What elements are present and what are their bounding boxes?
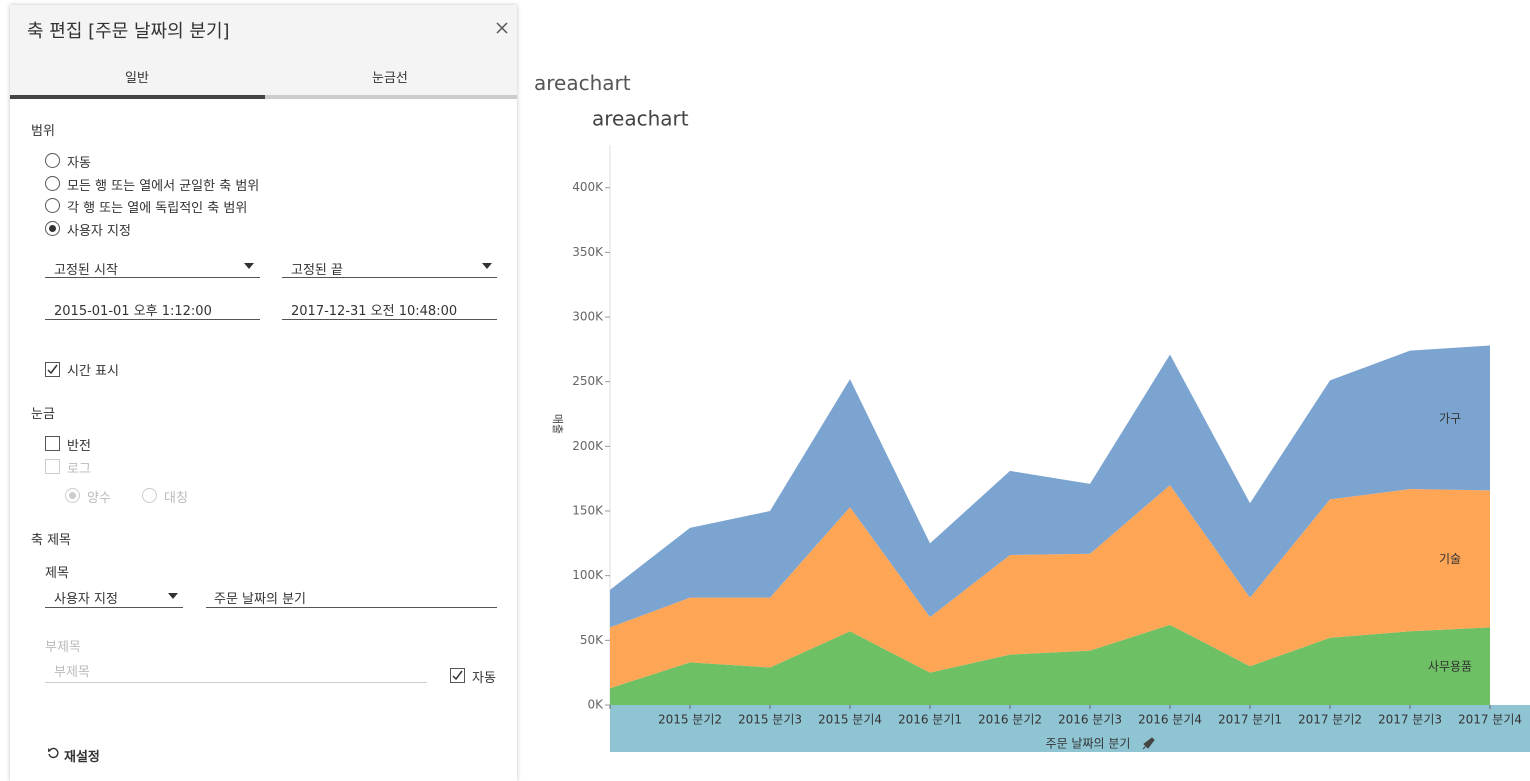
x-axis-band <box>610 705 1530 752</box>
x-tick-label: 2015 분기4 <box>818 713 882 727</box>
x-tick-label: 2015 분기2 <box>658 713 722 727</box>
y-axis-title: 매출 <box>551 414 564 434</box>
radio-selected[interactable] <box>45 221 60 236</box>
y-tick-label: 150K <box>572 504 604 518</box>
x-tick-label: 2016 분기1 <box>898 713 962 727</box>
x-tick-label: 2017 분기2 <box>1298 713 1362 727</box>
y-tick-label: 50K <box>580 633 604 647</box>
radio-label[interactable]: 자동 <box>67 156 91 171</box>
y-tick-label: 250K <box>572 374 604 388</box>
x-tick-label: 2016 분기4 <box>1138 713 1202 727</box>
radio-label[interactable]: 사용자 지정 <box>67 224 131 239</box>
dropdown[interactable] <box>45 255 260 278</box>
x-axis-title: 주문 날짜의 분기 <box>1046 737 1131 751</box>
x-tick-label: 2016 분기3 <box>1058 713 1122 727</box>
checkbox-checked[interactable] <box>450 668 465 683</box>
input-value: 주문 날짜의 분기 <box>214 592 306 607</box>
x-tick-label: 2017 분기1 <box>1218 713 1282 727</box>
text-input <box>45 660 427 683</box>
x-tick-label: 2017 분기3 <box>1378 713 1442 727</box>
checkbox-label[interactable]: 시간 표시 <box>67 364 119 379</box>
dropdown-arrow <box>244 263 254 269</box>
dialog-title: 축 편집 [주문 날짜의 분기] <box>27 21 230 42</box>
radio <box>65 488 80 503</box>
checkbox-label: 로그 <box>67 462 91 477</box>
input-placeholder: 부제목 <box>54 665 90 680</box>
y-tick-label: 350K <box>572 245 604 259</box>
x-tick-label: 2017 분기4 <box>1458 713 1522 727</box>
checkbox[interactable] <box>45 436 60 451</box>
tab-divider <box>265 95 517 99</box>
radio <box>142 488 157 503</box>
text-input[interactable] <box>282 297 497 320</box>
field-label: 제목 <box>45 566 69 581</box>
radio[interactable] <box>45 198 60 213</box>
edit-axis-dialog: 축 편집 [주문 날짜의 분기] 일반 눈금선 범위 자동 모든 행 또는 열에… <box>10 5 517 781</box>
checkbox-checked[interactable] <box>45 362 60 377</box>
dropdown-arrow <box>168 593 178 599</box>
dropdown-value: 고정된 끝 <box>291 263 343 278</box>
radio-label: 양수 <box>87 491 111 506</box>
field-label: 부제목 <box>45 640 81 655</box>
tab-indicator <box>10 95 265 99</box>
dropdown-arrow <box>482 263 492 269</box>
text-input[interactable] <box>45 297 260 320</box>
radio-label: 대칭 <box>164 491 188 506</box>
checkbox-label[interactable]: 반전 <box>67 439 91 454</box>
dropdown[interactable] <box>45 585 183 608</box>
reset-button[interactable]: 재설정 <box>64 750 100 765</box>
radio[interactable] <box>45 153 60 168</box>
input-value: 2015-01-01 오후 1:12:00 <box>54 304 212 319</box>
tab[interactable]: 눈금선 <box>372 71 408 86</box>
close-button[interactable] <box>496 22 508 34</box>
checkbox <box>45 459 60 474</box>
input-value: 2017-12-31 오전 10:48:00 <box>291 304 458 319</box>
pin-icon <box>1142 737 1155 750</box>
tab[interactable]: 일반 <box>125 71 149 86</box>
radio[interactable] <box>45 176 60 191</box>
reset-icon <box>48 747 59 759</box>
y-tick-label: 200K <box>572 439 604 453</box>
y-tick-label: 300K <box>572 310 604 324</box>
area-label: 사무용품 <box>1428 660 1472 674</box>
radio-label[interactable]: 각 행 또는 열에 독립적인 축 범위 <box>67 201 248 216</box>
area-label: 가구 <box>1439 411 1461 425</box>
sheet-name: areachart <box>534 71 631 95</box>
y-tick-label: 400K <box>572 180 604 194</box>
chart-title: areachart <box>592 107 689 131</box>
text-input[interactable] <box>206 585 497 608</box>
x-tick-label: 2015 분기3 <box>738 713 802 727</box>
section-heading: 범위 <box>31 124 55 139</box>
area <box>610 485 1490 689</box>
y-tick-label: 100K <box>572 568 604 582</box>
y-tick-label: 0K <box>587 698 604 712</box>
section-heading: 눈금 <box>31 407 55 422</box>
checkbox-label[interactable]: 자동 <box>472 671 496 686</box>
area-label: 기술 <box>1439 552 1461 566</box>
area <box>610 345 1490 628</box>
dropdown-value: 고정된 시작 <box>54 263 118 278</box>
section-heading: 축 제목 <box>31 533 72 548</box>
dropdown-value: 사용자 지정 <box>54 592 118 607</box>
dropdown[interactable] <box>282 255 497 278</box>
x-tick-label: 2016 분기2 <box>978 713 1042 727</box>
area <box>610 624 1490 705</box>
dialog-header <box>10 5 517 98</box>
radio-label[interactable]: 모든 행 또는 열에서 균일한 축 범위 <box>67 179 260 194</box>
